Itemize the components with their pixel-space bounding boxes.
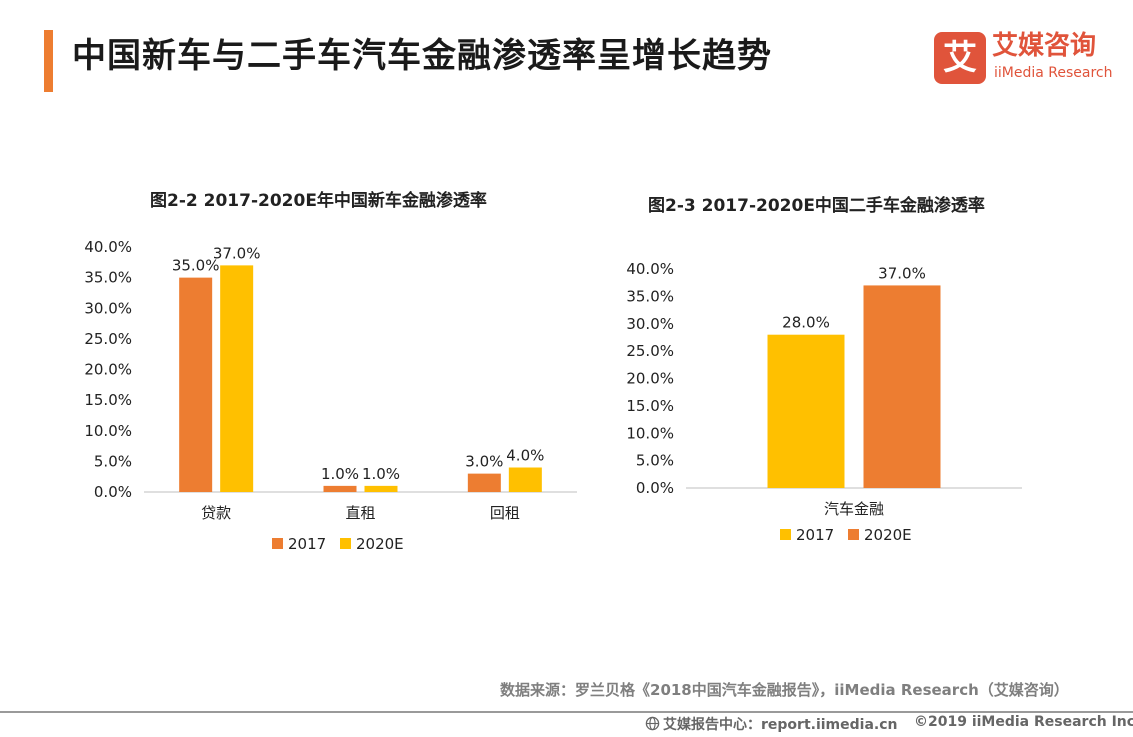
bar-2020E-直租	[364, 485, 398, 492]
title-accent-bar	[44, 30, 53, 92]
y-tick-label: 40.0%	[626, 260, 674, 278]
y-tick-label: 0.0%	[94, 483, 132, 501]
chart1-title: 图2-2 2017-2020E年中国新车金融渗透率	[150, 191, 487, 211]
bar-2017-贷款	[179, 277, 213, 492]
page-title: 中国新车与二手车汽车金融渗透率呈增长趋势	[72, 36, 772, 76]
y-tick-label: 25.0%	[84, 330, 132, 348]
bar-2020E-贷款	[220, 265, 254, 492]
y-tick-label: 25.0%	[626, 342, 674, 360]
logo-name-en: iiMedia Research	[994, 65, 1113, 81]
y-tick-label: 35.0%	[626, 287, 674, 305]
data-label: 28.0%	[782, 314, 830, 332]
footer-copyright: ©2019 iiMedia Research Inc	[914, 714, 1133, 730]
legend-swatch-2017	[780, 529, 791, 540]
y-tick-label: 10.0%	[626, 424, 674, 442]
y-tick-label: 30.0%	[84, 299, 132, 317]
legend-label: 2017	[796, 526, 834, 544]
legend-label: 2017	[288, 535, 326, 553]
footer-left-text: 艾媒报告中心：report.iimedia.cn	[663, 717, 898, 733]
iimedia-logo: 艾 艾媒咨询 iiMedia Research	[934, 30, 1133, 86]
footer-divider	[0, 711, 1133, 713]
data-label: 3.0%	[465, 453, 503, 471]
data-label: 1.0%	[321, 465, 359, 483]
x-category-label: 汽车金融	[824, 500, 884, 518]
legend-swatch-2020E	[340, 538, 351, 549]
chart2-title: 图2-3 2017-2020E中国二手车金融渗透率	[648, 196, 985, 216]
data-label: 1.0%	[362, 465, 400, 483]
y-tick-label: 15.0%	[84, 391, 132, 409]
x-category-label: 回租	[490, 504, 520, 522]
y-tick-label: 10.0%	[84, 422, 132, 440]
bar-2017-回租	[467, 473, 501, 492]
globe-icon	[645, 716, 660, 731]
footer-report-center: 艾媒报告中心：report.iimedia.cn	[645, 714, 898, 734]
legend-swatch-2017	[272, 538, 283, 549]
legend-label: 2020E	[864, 526, 912, 544]
y-tick-label: 5.0%	[636, 452, 674, 470]
data-label: 37.0%	[878, 264, 926, 282]
bar-2020E-汽车金融	[863, 285, 941, 488]
y-tick-label: 30.0%	[626, 315, 674, 333]
y-tick-label: 15.0%	[626, 397, 674, 415]
x-category-label: 直租	[345, 504, 375, 522]
y-tick-label: 5.0%	[94, 452, 132, 470]
data-label: 4.0%	[506, 447, 544, 465]
data-label: 37.0%	[213, 244, 261, 262]
y-tick-label: 20.0%	[626, 370, 674, 388]
y-tick-label: 0.0%	[636, 479, 674, 497]
logo-mark: 艾	[934, 32, 986, 84]
bar-2017-直租	[323, 485, 357, 492]
bar-2017-汽车金融	[767, 334, 845, 488]
x-category-label: 贷款	[201, 504, 231, 522]
data-label: 35.0%	[172, 257, 220, 275]
y-tick-label: 40.0%	[84, 238, 132, 256]
bar-2020E-回租	[508, 467, 542, 492]
y-tick-label: 20.0%	[84, 361, 132, 379]
logo-name-cn: 艾媒咨询	[992, 31, 1097, 61]
legend-label: 2020E	[356, 535, 404, 553]
y-tick-label: 35.0%	[84, 269, 132, 287]
legend-swatch-2020E	[848, 529, 859, 540]
data-source-note: 数据来源：罗兰贝格《2018中国汽车金融报告》，iiMedia Research…	[500, 681, 1069, 699]
